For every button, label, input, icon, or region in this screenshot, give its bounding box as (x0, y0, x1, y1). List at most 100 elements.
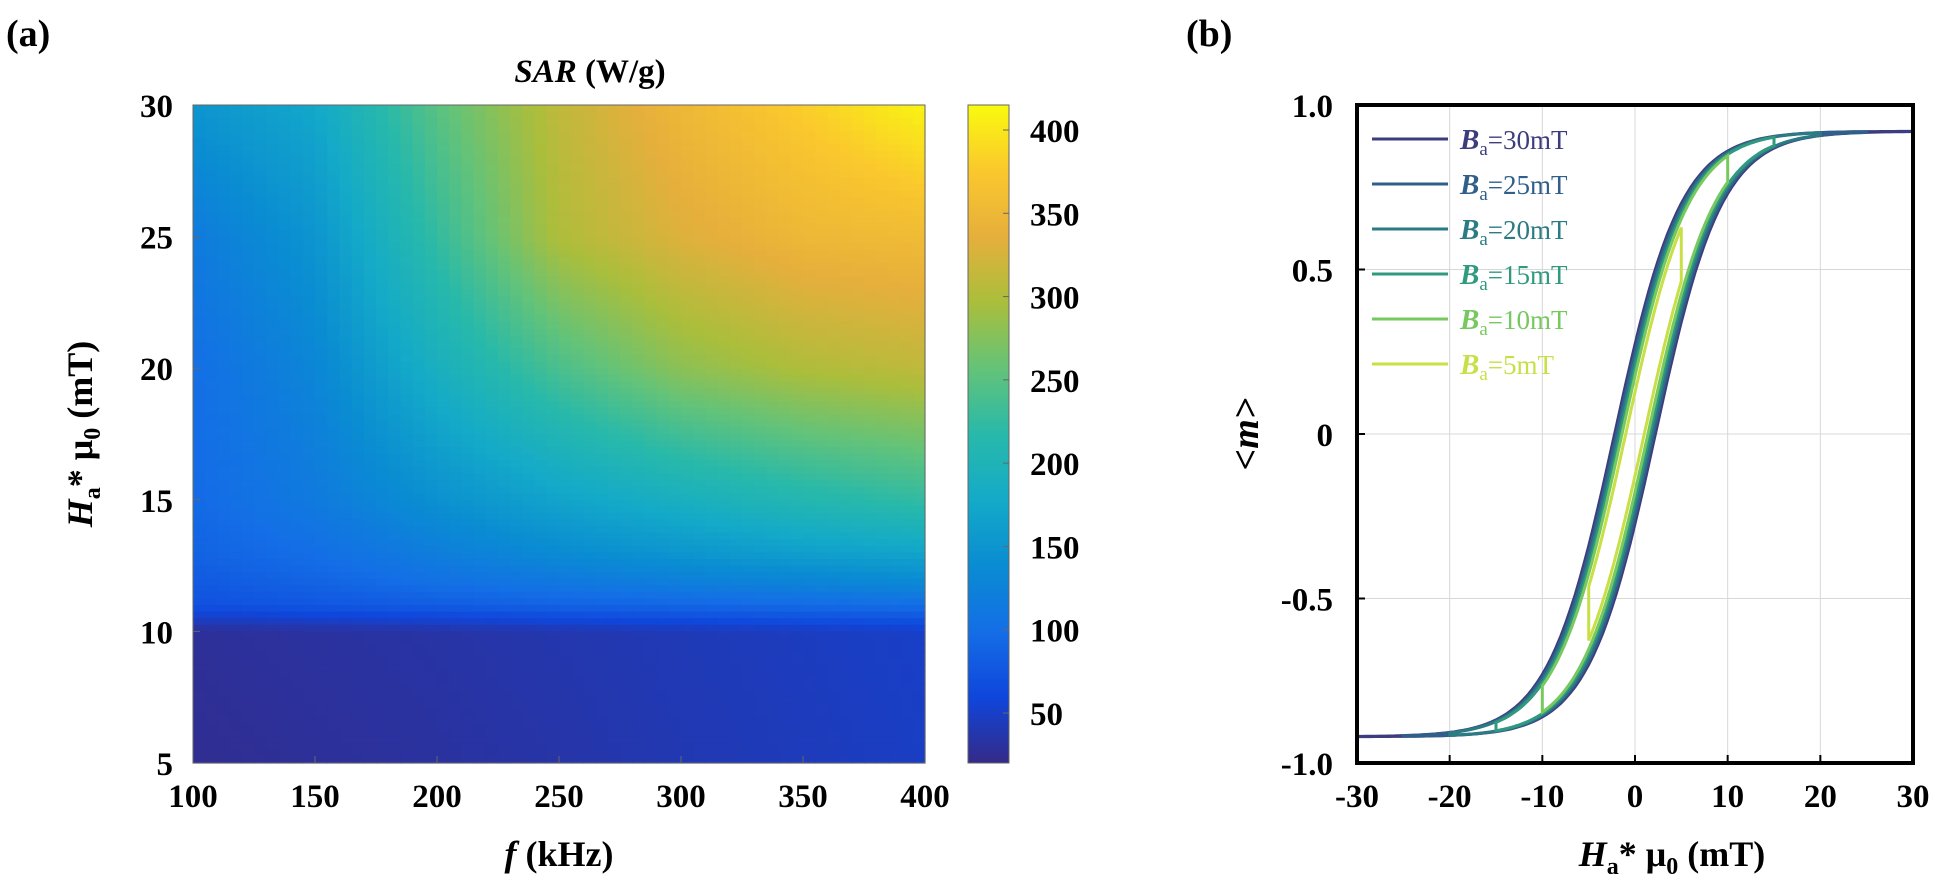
heatmap-cell (595, 381, 609, 389)
heatmap-cell (498, 453, 511, 461)
heatmap-cell (546, 591, 560, 600)
heatmap-cell (595, 210, 609, 218)
heatmap-cell (876, 401, 889, 409)
heatmap-cell (290, 282, 304, 290)
heatmap-cell (534, 572, 548, 580)
heatmap-cell (900, 137, 914, 146)
heatmap-cell (571, 249, 584, 257)
heatmap-cell (498, 387, 511, 396)
heatmap-cell (473, 539, 487, 547)
heatmap-cell (376, 243, 389, 251)
heatmap-cell (351, 374, 365, 382)
heatmap-cell (632, 407, 645, 415)
heatmap-cell (412, 493, 426, 501)
heatmap-cell (437, 236, 450, 244)
heatmap-cell (766, 223, 780, 231)
heatmap-cell (876, 137, 889, 146)
heatmap-cell (607, 223, 621, 231)
heatmap-cell (302, 578, 316, 586)
heatmap-cell (620, 190, 633, 198)
heatmap-cell (778, 637, 792, 646)
heatmap-cell (449, 519, 462, 527)
heatmap-cell (864, 282, 877, 290)
heatmap-cell (400, 493, 414, 501)
heatmap-cell (449, 526, 462, 534)
heatmap-cell (534, 243, 548, 251)
heatmap-cell (595, 308, 609, 317)
heatmap-cell (583, 151, 597, 159)
heatmap-cell (363, 618, 377, 626)
heatmap-cell (302, 262, 316, 271)
heatmap-cell (803, 374, 816, 382)
heatmap-cell (839, 295, 853, 303)
heatmap-cell (668, 315, 682, 323)
heatmap-cell (449, 355, 462, 363)
heatmap-cell (229, 282, 243, 290)
heatmap-cell (754, 131, 767, 139)
heatmap-cell (803, 407, 816, 415)
heatmap-cell (546, 401, 560, 409)
heatmap-cell (229, 197, 243, 205)
heatmap-cell (461, 545, 475, 554)
heatmap-cell (851, 453, 865, 461)
heatmap-cell (376, 322, 389, 330)
heatmap-cell (278, 151, 292, 159)
heatmap-cell (803, 118, 816, 126)
heatmap-cell (254, 368, 267, 376)
heatmap-cell (876, 453, 889, 461)
heatmap-cell (790, 328, 804, 336)
heatmap-cell (632, 118, 645, 126)
heatmap-cell (693, 341, 706, 350)
heatmap-cell (790, 414, 804, 422)
heatmap-cell (510, 210, 523, 218)
heatmap-cell (644, 203, 658, 211)
heatmap-cell (290, 295, 304, 303)
heatmap-cell (595, 355, 609, 363)
heatmap-cell (302, 322, 316, 330)
heatmap-cell (742, 256, 755, 264)
heatmap-cell (742, 618, 755, 626)
heatmap-cell (778, 216, 792, 225)
heatmap-cell (839, 486, 853, 494)
heatmap-cell (632, 578, 645, 586)
heatmap-cell (668, 223, 682, 231)
heatmap-cell (705, 203, 719, 211)
heatmap-cell (412, 302, 426, 310)
heatmap-cell (461, 368, 475, 376)
heatmap-cell (839, 315, 853, 323)
heatmap-cell (278, 637, 292, 646)
heatmap-cell (546, 532, 560, 540)
heatmap-cell (461, 302, 475, 310)
heatmap-cell (583, 611, 597, 619)
heatmap-cell (327, 532, 340, 540)
heatmap-cell (424, 243, 438, 251)
heatmap-cell (839, 282, 853, 290)
heatmap-cell (546, 315, 560, 323)
heatmap-cell (315, 532, 328, 540)
heatmap-cell (583, 157, 597, 165)
heatmap-cell (388, 216, 401, 225)
heatmap-cell (241, 605, 255, 613)
heatmap-cell (241, 328, 255, 336)
heatmap-cell (424, 387, 438, 396)
heatmap-cell (656, 302, 670, 310)
heatmap-cell (790, 394, 804, 402)
heatmap-cell (668, 236, 682, 244)
heatmap-cell (485, 197, 499, 205)
heatmap-cell (302, 374, 316, 382)
heatmap-cell (632, 572, 645, 580)
heatmap-cell (644, 559, 658, 567)
heatmap-cell (681, 355, 694, 363)
heatmap-cell (351, 427, 365, 435)
heatmap-cell (534, 401, 548, 409)
heatmap-cell (315, 355, 328, 363)
heatmap-cell (815, 256, 828, 264)
heatmap-cell (693, 611, 706, 619)
heatmap-cell (571, 144, 584, 152)
heatmap-cell (803, 203, 816, 211)
heatmap-cell (351, 328, 365, 336)
heatmap-cell (620, 328, 633, 336)
heatmap-cell (681, 532, 694, 540)
heatmap-cell (681, 322, 694, 330)
heatmap-cell (266, 434, 279, 442)
